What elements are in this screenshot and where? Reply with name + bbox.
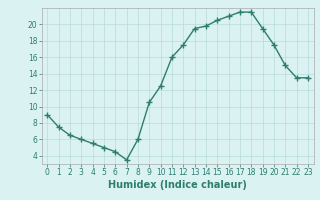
X-axis label: Humidex (Indice chaleur): Humidex (Indice chaleur) — [108, 180, 247, 190]
